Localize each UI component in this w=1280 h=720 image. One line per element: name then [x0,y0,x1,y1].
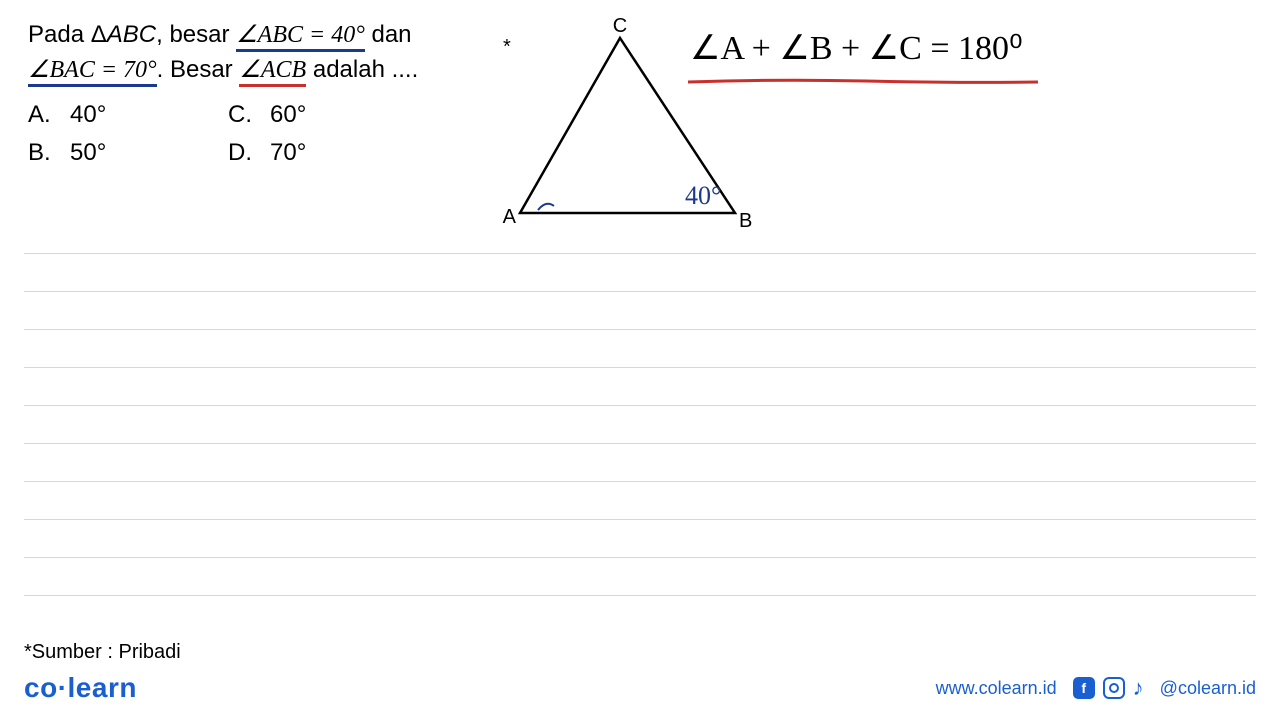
rule-line [24,519,1256,520]
triangle-name: ABC [107,21,156,48]
option-value: 60° [270,101,306,129]
angle-sum-formula: ∠A + ∠B + ∠C = 180⁰ [690,28,1023,68]
rule-line [24,291,1256,292]
text-post2: adalah .... [306,56,418,83]
angle-acb: ∠ACB [239,57,306,87]
option-letter: D. [228,139,252,167]
option-letter: C. [228,101,252,129]
rule-line [24,253,1256,254]
option-c[interactable]: C. 60° [228,101,428,129]
vertex-label-a: A [503,206,517,228]
tiktok-icon[interactable]: ♪ [1133,675,1144,701]
angle-arc-a [538,204,554,210]
options-grid: A. 40° C. 60° B. 50° D. 70° [28,101,448,167]
rule-line [24,443,1256,444]
question-text: Pada ΔABC, besar ∠ABC = 40° dan ∠BAC = 7… [28,18,448,87]
option-a[interactable]: A. 40° [28,101,228,129]
text-mid2: . Besar [157,56,240,83]
vertex-label-c: C [613,15,627,37]
formula-underline [686,78,1040,86]
instagram-icon[interactable] [1103,677,1125,699]
logo-text: co·learn [24,672,137,703]
text-mid1: , besar [156,21,236,48]
angle-bac: ∠BAC = 70° [28,57,157,87]
rule-line [24,595,1256,596]
website-url[interactable]: www.colearn.id [936,678,1057,699]
social-handle[interactable]: @colearn.id [1160,678,1256,699]
rule-line [24,557,1256,558]
rule-line [24,405,1256,406]
option-letter: B. [28,139,52,167]
option-value: 50° [70,139,106,167]
footer-right: www.colearn.id f ♪ @colearn.id [936,675,1256,701]
text-post1: dan [365,21,412,48]
rule-line [24,329,1256,330]
angle-abc: ∠ABC = 40° [236,22,365,52]
vertex-label-b: B [739,210,752,232]
ruled-lines [24,253,1256,633]
facebook-icon[interactable]: f [1073,677,1095,699]
text-prefix: Pada Δ [28,21,107,48]
option-letter: A. [28,101,52,129]
rule-line [24,367,1256,368]
option-value: 70° [270,139,306,167]
question-block: Pada ΔABC, besar ∠ABC = 40° dan ∠BAC = 7… [28,18,448,167]
colearn-logo: co·learn [24,672,137,704]
rule-line [24,481,1256,482]
footer-bar: co·learn www.colearn.id f ♪ @colearn.id [24,672,1256,704]
source-note: *Sumber : Pribadi [24,641,181,664]
social-icons: f ♪ [1073,675,1144,701]
angle-annotation-b: 40° [685,181,721,210]
option-value: 40° [70,101,106,129]
option-b[interactable]: B. 50° [28,139,228,167]
option-d[interactable]: D. 70° [228,139,428,167]
